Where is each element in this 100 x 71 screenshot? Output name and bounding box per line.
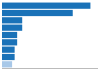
bar [2, 17, 22, 23]
bars [2, 3, 90, 68]
bar [2, 54, 15, 60]
bar [2, 3, 90, 9]
bar [2, 32, 17, 38]
bar [2, 10, 73, 16]
bar [2, 61, 12, 67]
bar [2, 39, 17, 45]
chart [0, 0, 100, 71]
bar [2, 25, 22, 31]
bar [2, 47, 15, 53]
x-axis-line [2, 68, 98, 69]
